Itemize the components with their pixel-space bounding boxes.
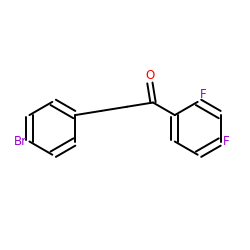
Text: F: F: [200, 88, 206, 101]
Text: O: O: [145, 69, 154, 82]
Text: F: F: [222, 135, 229, 148]
Text: Br: Br: [14, 135, 27, 148]
